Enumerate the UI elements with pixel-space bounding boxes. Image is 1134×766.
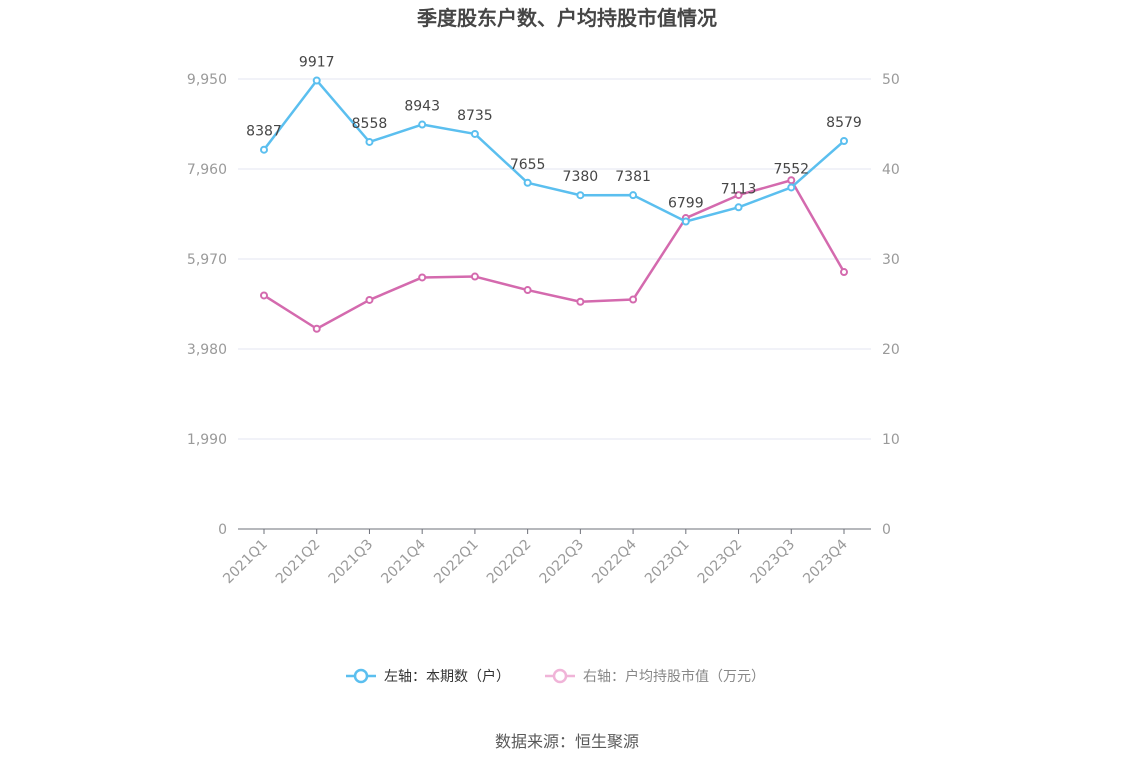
legend-marker[interactable] — [353, 668, 369, 684]
series-line — [263, 79, 845, 223]
data-label: 8735 — [457, 108, 493, 124]
x-tick-label: 2023Q4 — [800, 536, 851, 587]
right-tick-label: 0 — [882, 522, 891, 538]
left-tick-label: 3,980 — [187, 342, 227, 358]
data-point — [523, 178, 532, 187]
legend[interactable]: 左轴：本期数（户） 右轴：户均持股市值（万元） — [346, 668, 765, 685]
data-point — [840, 268, 848, 277]
data-label: 6799 — [668, 196, 704, 212]
right-tick-label: 30 — [882, 252, 900, 268]
x-tick-label: 2023Q1 — [642, 537, 693, 588]
data-label: 7655 — [510, 157, 546, 173]
data-label: 7113 — [721, 181, 757, 197]
right-tick-label: 20 — [882, 342, 900, 358]
data-label: 7552 — [773, 161, 809, 177]
right-axis: 0 10 20 30 40 50 — [882, 72, 900, 538]
left-axis: 0 1,990 3,980 5,970 7,960 9,950 — [187, 72, 227, 538]
data-label: 7381 — [615, 169, 651, 185]
data-point — [840, 137, 848, 146]
series-group — [260, 76, 848, 333]
data-point — [734, 191, 743, 200]
data-point — [681, 217, 690, 226]
left-tick-label: 9,950 — [187, 72, 227, 88]
grid-lines — [238, 78, 871, 440]
data-point — [470, 129, 479, 138]
data-point — [312, 76, 321, 85]
x-axis: 2021Q1 2021Q2 2021Q3 2021Q4 2022Q1 2022Q2 2022… — [220, 528, 871, 588]
data-point — [418, 273, 427, 282]
data-point — [470, 272, 479, 281]
data-point — [629, 191, 638, 200]
data-point — [260, 291, 268, 300]
legend-label[interactable]: 右轴：户均持股市值（万元） — [583, 668, 765, 685]
series-line — [263, 179, 846, 330]
source-note: 数据来源：恒生聚源 — [495, 732, 639, 751]
x-tick-label: 2023Q2 — [695, 537, 746, 588]
data-point — [576, 297, 585, 306]
left-tick-label: 7,960 — [187, 162, 227, 178]
right-tick-label: 40 — [882, 162, 900, 178]
x-tick-label: 2022Q3 — [537, 537, 588, 588]
left-tick-label: 1,990 — [187, 432, 227, 448]
x-tick-label: 2021Q1 — [220, 537, 271, 588]
data-point — [787, 183, 796, 192]
x-tick-label: 2022Q4 — [589, 536, 640, 587]
legend-marker[interactable] — [552, 668, 568, 684]
legend-label[interactable]: 左轴：本期数（户） — [384, 668, 510, 685]
data-point — [260, 145, 268, 154]
data-point — [523, 286, 532, 295]
x-tick-label: 2022Q1 — [431, 537, 482, 588]
right-tick-label: 10 — [882, 432, 900, 448]
data-label: 9917 — [299, 54, 335, 70]
x-tick-label: 2022Q2 — [484, 537, 535, 588]
data-point — [576, 191, 585, 200]
left-tick-label: 5,970 — [187, 252, 227, 268]
data-point — [629, 295, 638, 304]
data-label: 8579 — [826, 115, 862, 131]
data-point — [365, 137, 374, 146]
x-tick-label: 2023Q3 — [747, 537, 798, 588]
data-point — [734, 203, 743, 212]
data-labels: 8387 9917 8558 8943 8735 7655 7380 7381 6799 7113… — [246, 54, 862, 211]
data-point — [787, 176, 796, 185]
x-tick-label: 2021Q4 — [378, 536, 429, 587]
left-tick-label: 0 — [218, 522, 227, 538]
data-point — [418, 120, 427, 129]
data-label: 8943 — [404, 99, 440, 115]
data-label: 8387 — [246, 124, 282, 140]
data-label: 7380 — [563, 169, 599, 185]
right-tick-label: 50 — [882, 72, 900, 88]
data-point — [312, 324, 321, 333]
data-point — [365, 295, 374, 304]
x-tick-label: 2021Q2 — [273, 537, 324, 588]
data-label: 8558 — [352, 116, 388, 132]
x-tick-label: 2021Q3 — [326, 537, 377, 588]
chart-title: 季度股东户数、户均持股市值情况 — [416, 6, 717, 30]
